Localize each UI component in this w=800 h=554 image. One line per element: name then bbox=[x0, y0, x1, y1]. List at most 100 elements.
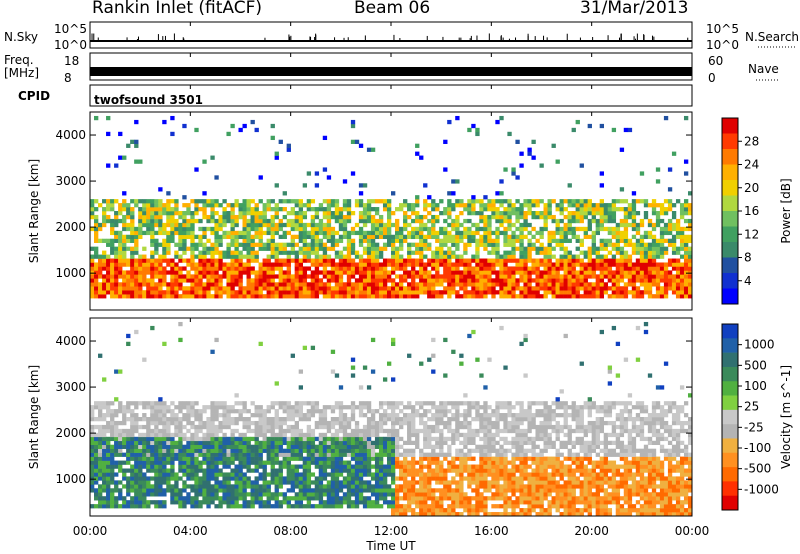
heatmap-cell bbox=[190, 251, 194, 255]
heatmap-cell bbox=[110, 500, 114, 504]
heatmap-cell bbox=[238, 445, 242, 449]
heatmap-cell bbox=[335, 405, 339, 409]
heatmap-cell bbox=[363, 413, 367, 417]
heatmap-cell bbox=[243, 223, 247, 227]
heatmap-cell bbox=[206, 453, 210, 457]
heatmap-cell bbox=[299, 247, 303, 251]
heatmap-cell bbox=[395, 255, 399, 259]
heatmap-cell bbox=[255, 128, 259, 132]
heatmap-cell bbox=[158, 429, 162, 433]
heatmap-cell bbox=[387, 262, 391, 266]
heatmap-cell bbox=[467, 128, 471, 132]
heatmap-cell bbox=[106, 409, 110, 413]
heatmap-cell bbox=[644, 270, 648, 274]
heatmap-cell bbox=[194, 211, 198, 215]
heatmap-cell bbox=[351, 445, 355, 449]
heatmap-cell bbox=[552, 278, 556, 282]
heatmap-cell bbox=[664, 282, 668, 286]
heatmap-cell bbox=[251, 120, 255, 124]
heatmap-cell bbox=[178, 445, 182, 449]
heatmap-cell bbox=[90, 468, 94, 472]
heatmap-cell bbox=[182, 278, 186, 282]
heatmap-cell bbox=[632, 219, 636, 223]
heatmap-cell bbox=[672, 266, 676, 270]
heatmap-cell bbox=[335, 282, 339, 286]
heatmap-cell bbox=[411, 472, 415, 476]
heatmap-cell bbox=[178, 425, 182, 429]
heatmap-cell bbox=[419, 239, 423, 243]
heatmap-cell bbox=[315, 207, 319, 211]
heatmap-cell bbox=[287, 445, 291, 449]
heatmap-cell bbox=[367, 282, 371, 286]
heatmap-cell bbox=[238, 504, 242, 508]
heatmap-cell bbox=[234, 401, 238, 405]
heatmap-cell bbox=[359, 401, 363, 405]
heatmap-cell bbox=[523, 290, 527, 294]
heatmap-cell bbox=[387, 235, 391, 239]
heatmap-cell bbox=[355, 255, 359, 259]
heatmap-cell bbox=[411, 262, 415, 266]
heatmap-cell bbox=[299, 453, 303, 457]
heatmap-cell bbox=[411, 476, 415, 480]
heatmap-cell bbox=[142, 282, 146, 286]
heatmap-cell bbox=[94, 270, 98, 274]
heatmap-cell bbox=[636, 211, 640, 215]
heatmap-cell bbox=[122, 421, 126, 425]
heatmap-cell bbox=[118, 401, 122, 405]
heatmap-cell bbox=[98, 472, 102, 476]
heatmap-cell bbox=[435, 247, 439, 251]
heatmap-cell bbox=[198, 504, 202, 508]
heatmap-cell bbox=[363, 282, 367, 286]
heatmap-cell bbox=[315, 235, 319, 239]
heatmap-cell bbox=[612, 128, 616, 132]
heatmap-cell bbox=[556, 290, 560, 294]
heatmap-cell bbox=[431, 266, 435, 270]
heatmap-cell bbox=[544, 211, 548, 215]
heatmap-cell bbox=[415, 286, 419, 290]
heatmap-cell bbox=[676, 219, 680, 223]
heatmap-cell bbox=[138, 294, 142, 298]
heatmap-cell bbox=[247, 437, 251, 441]
heatmap-cell bbox=[656, 286, 660, 290]
heatmap-cell bbox=[251, 429, 255, 433]
heatmap-cell bbox=[311, 290, 315, 294]
heatmap-cell bbox=[138, 235, 142, 239]
heatmap-cell bbox=[351, 492, 355, 496]
heatmap-cell bbox=[299, 437, 303, 441]
heatmap-cell bbox=[106, 453, 110, 457]
heatmap-cell bbox=[255, 270, 259, 274]
heatmap-cell bbox=[230, 409, 234, 413]
heatmap-cell bbox=[198, 274, 202, 278]
heatmap-cell bbox=[415, 231, 419, 235]
heatmap-cell bbox=[271, 480, 275, 484]
heatmap-cell bbox=[267, 227, 271, 231]
heatmap-cell bbox=[391, 465, 395, 469]
heatmap-cell bbox=[592, 286, 596, 290]
heatmap-cell bbox=[323, 255, 327, 259]
heatmap-cell bbox=[600, 294, 604, 298]
heatmap-cell bbox=[138, 465, 142, 469]
heatmap-cell bbox=[616, 231, 620, 235]
heatmap-cell bbox=[588, 247, 592, 251]
heatmap-cell bbox=[375, 445, 379, 449]
heatmap-cell bbox=[311, 488, 315, 492]
heatmap-cell bbox=[568, 239, 572, 243]
heatmap-cell bbox=[126, 492, 130, 496]
heatmap-cell bbox=[355, 199, 359, 203]
heatmap-cell bbox=[556, 286, 560, 290]
heatmap-cell bbox=[515, 140, 519, 144]
heatmap-cell bbox=[600, 211, 604, 215]
heatmap-cell bbox=[383, 500, 387, 504]
heatmap-cell bbox=[110, 429, 114, 433]
heatmap-cell bbox=[283, 461, 287, 465]
heatmap-cell bbox=[307, 286, 311, 290]
heatmap-cell bbox=[267, 504, 271, 508]
heatmap-cell bbox=[359, 465, 363, 469]
heatmap-cell bbox=[98, 425, 102, 429]
heatmap-cell bbox=[519, 231, 523, 235]
heatmap-cell bbox=[182, 405, 186, 409]
heatmap-cell bbox=[391, 429, 395, 433]
heatmap-cell bbox=[475, 266, 479, 270]
heatmap-cell bbox=[499, 203, 503, 207]
heatmap-cell bbox=[527, 199, 531, 203]
